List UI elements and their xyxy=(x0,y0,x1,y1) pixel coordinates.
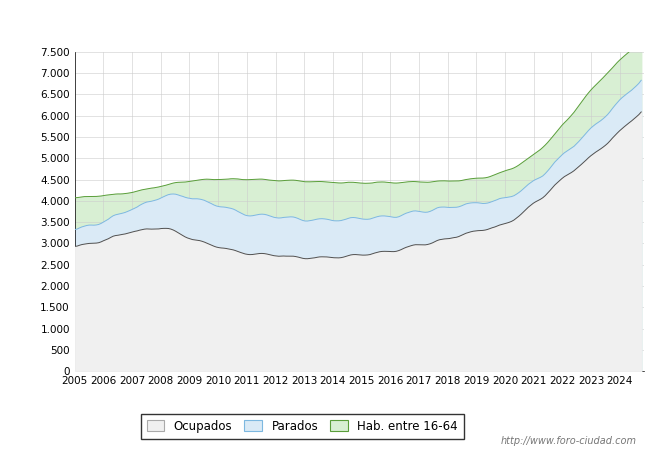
Legend: Ocupados, Parados, Hab. entre 16-64: Ocupados, Parados, Hab. entre 16-64 xyxy=(141,414,463,439)
Text: http://www.foro-ciudad.com: http://www.foro-ciudad.com xyxy=(501,436,637,446)
Text: Lorquí - Evolucion de la poblacion en edad de Trabajar Septiembre de 2024: Lorquí - Evolucion de la poblacion en ed… xyxy=(84,17,566,30)
